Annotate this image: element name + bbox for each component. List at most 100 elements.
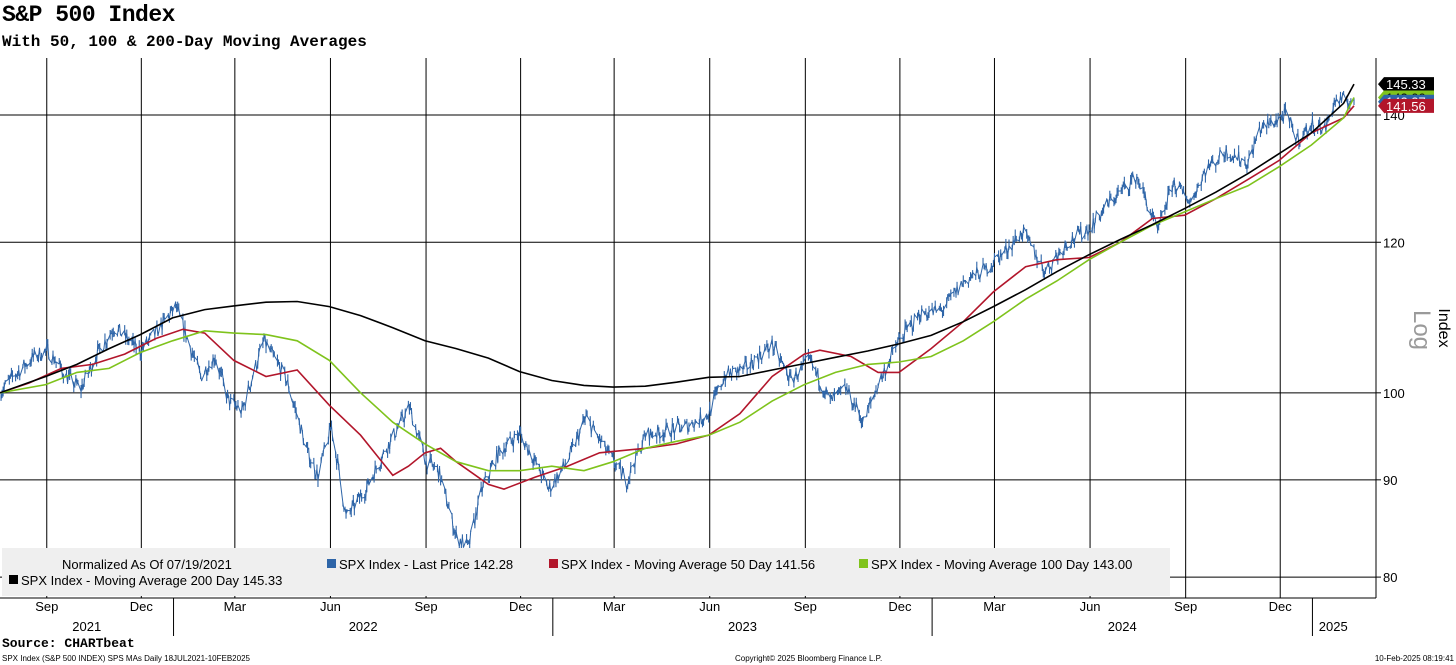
price-segment	[659, 434, 664, 439]
price-segment	[802, 359, 805, 363]
price-segment	[592, 424, 595, 431]
price-segment	[177, 306, 180, 310]
price-segment	[1217, 160, 1220, 163]
price-segment	[585, 414, 588, 417]
price-segment	[1088, 229, 1093, 232]
price-segment	[205, 367, 208, 376]
price-segment	[448, 507, 453, 515]
price-segment	[837, 388, 840, 392]
price-segment	[699, 412, 702, 423]
price-segment	[895, 345, 898, 348]
price-segment	[904, 325, 907, 327]
price-segment	[997, 254, 1000, 257]
price-segment	[572, 443, 576, 447]
price-segment	[634, 450, 637, 468]
legend-swatch-ma100	[859, 559, 868, 568]
price-segment	[138, 346, 141, 356]
price-segment	[105, 341, 108, 346]
price-segment	[932, 307, 935, 314]
price-segment	[793, 376, 796, 384]
moving-average-series	[0, 83, 1355, 490]
price-segment	[1160, 212, 1163, 217]
price-segment	[85, 372, 89, 374]
price-segment	[291, 400, 294, 404]
price-segment	[1136, 176, 1139, 179]
price-segment	[461, 536, 464, 548]
price-segment	[892, 346, 897, 350]
price-segment	[1013, 235, 1016, 245]
price-segment	[219, 370, 222, 373]
y-tick-label: 120	[1383, 235, 1405, 250]
copyright: Copyright© 2025 Bloomberg Finance L.P.	[735, 654, 883, 663]
price-segment	[150, 328, 155, 334]
price-segment	[1123, 182, 1126, 186]
price-segment	[492, 462, 497, 467]
price-segment	[550, 484, 555, 492]
price-segment	[120, 334, 122, 336]
price-segment	[681, 423, 686, 430]
price-segment	[403, 412, 406, 423]
end-label-tag-ma200	[1378, 77, 1434, 92]
price-segment	[1138, 183, 1141, 190]
price-segment	[528, 449, 533, 461]
price-segment	[429, 457, 432, 460]
price-segment	[942, 309, 945, 313]
price-segment	[149, 333, 152, 336]
price-segment	[536, 463, 540, 466]
price-segment	[1062, 249, 1065, 256]
price-segment	[1186, 199, 1189, 204]
price-segment	[1011, 240, 1014, 251]
price-segment	[271, 348, 274, 354]
price-segment	[797, 364, 802, 378]
price-segment	[1080, 226, 1083, 240]
legend-background	[2, 548, 1170, 596]
legend-entry-ma200: SPX Index - Moving Average 200 Day 145.3…	[21, 573, 282, 588]
price-segment	[395, 429, 398, 437]
price-segment	[731, 368, 734, 378]
price-segment	[1043, 271, 1046, 276]
price-segment	[1209, 163, 1212, 169]
price-segment	[1183, 191, 1188, 200]
price-segment	[335, 452, 338, 466]
price-segment	[1295, 136, 1298, 142]
price-segment	[1210, 158, 1213, 165]
price-segment	[55, 361, 60, 365]
price-segment	[627, 479, 630, 487]
price-segment	[716, 385, 719, 392]
price-segment	[1248, 149, 1253, 157]
price-segment	[873, 393, 876, 396]
price-segment	[774, 343, 777, 347]
price-segment	[7, 378, 10, 380]
price-segment	[884, 363, 889, 376]
price-segment	[360, 493, 363, 499]
price-segment	[626, 486, 629, 489]
price-segment	[1268, 123, 1271, 126]
price-segment	[1087, 229, 1090, 237]
price-segment	[474, 511, 477, 526]
price-segment	[808, 354, 810, 357]
price-segment	[393, 428, 396, 439]
price-segment	[583, 418, 586, 422]
price-segment	[306, 446, 308, 449]
price-segment	[1081, 234, 1086, 240]
price-segment	[534, 456, 537, 464]
price-segment	[451, 514, 454, 532]
price-segment	[1066, 246, 1071, 249]
price-segment	[332, 436, 337, 453]
price-segment	[890, 349, 893, 358]
price-segment	[272, 353, 275, 356]
price-segment	[423, 456, 426, 465]
price-segment	[82, 381, 85, 389]
price-segment	[23, 359, 26, 368]
price-segment	[1035, 254, 1038, 263]
price-segment	[389, 438, 392, 449]
price-segment	[761, 348, 766, 361]
price-segment	[244, 384, 249, 407]
price-segment	[641, 434, 644, 447]
price-segment	[119, 324, 122, 336]
price-segment	[1227, 156, 1231, 159]
price-segment	[8, 375, 11, 379]
price-segment	[401, 413, 404, 421]
price-segment	[1069, 244, 1072, 247]
price-segment	[374, 465, 377, 470]
